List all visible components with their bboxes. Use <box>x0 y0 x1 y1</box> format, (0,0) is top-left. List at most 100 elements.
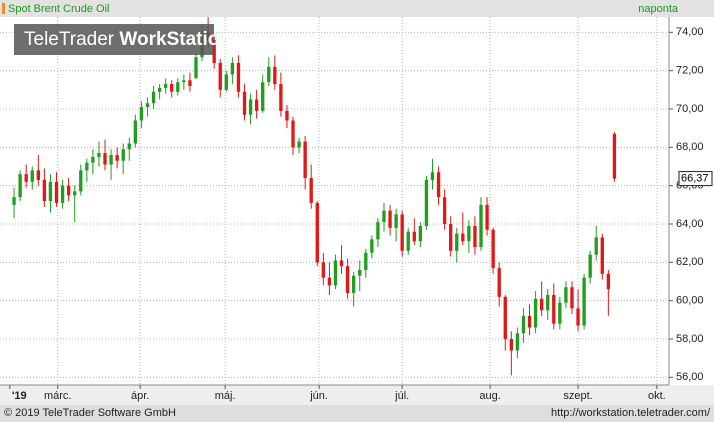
candle-body <box>315 202 319 263</box>
candle-body <box>24 174 28 182</box>
candle-body <box>267 66 271 83</box>
candle-body <box>115 155 119 161</box>
candle-body <box>18 174 22 198</box>
candle-body <box>588 254 592 278</box>
candle-body <box>527 316 532 328</box>
footer-copyright: © 2019 TeleTrader Software GmbH <box>4 407 176 419</box>
x-tick-label: júl. <box>394 390 409 402</box>
candle-body <box>412 231 416 242</box>
candle-body <box>194 57 198 79</box>
candle-body <box>400 214 404 251</box>
y-tick-label: 56,00 <box>676 371 704 383</box>
candle-body <box>442 197 447 224</box>
candle-body <box>364 252 368 270</box>
candle-body <box>303 141 307 178</box>
footer-url: http://workstation.teletrader.com/ <box>551 407 711 419</box>
candle-body <box>418 225 423 242</box>
candle-body <box>212 40 216 63</box>
candle-body <box>515 333 520 351</box>
candle-body <box>473 225 477 247</box>
y-tick-label: 62,00 <box>676 256 704 268</box>
candle-body <box>36 170 40 180</box>
candle-body <box>60 185 65 203</box>
candle-body <box>600 237 604 274</box>
y-tick-label: 74,00 <box>676 26 704 38</box>
candle-body <box>503 296 507 339</box>
candle-body <box>54 181 59 203</box>
candle-body <box>285 110 289 121</box>
y-tick-label: 70,00 <box>676 103 704 115</box>
candle-body <box>157 87 162 92</box>
candle-body <box>546 294 550 311</box>
candle-body <box>48 181 53 201</box>
x-tick-label: '19 <box>12 390 27 402</box>
candle-body <box>145 103 150 108</box>
candle-body <box>382 210 386 223</box>
candle-body <box>394 214 398 228</box>
x-tick-label: ápr. <box>131 390 149 402</box>
candle-body <box>164 84 168 88</box>
candle-body <box>85 162 89 171</box>
candle-body <box>467 225 471 242</box>
candle-body <box>273 66 277 85</box>
candle-body <box>133 120 138 144</box>
footer-bar <box>0 405 714 422</box>
candle-body <box>236 63 241 92</box>
x-axis-bar <box>0 385 714 405</box>
last-price-box <box>678 171 713 187</box>
x-tick-label: okt. <box>648 390 666 402</box>
series-marker <box>2 3 5 14</box>
candle-body <box>509 339 513 351</box>
candle-body <box>558 302 562 324</box>
candle-body <box>97 153 101 157</box>
candle-body <box>254 99 259 111</box>
candle-body <box>455 233 459 251</box>
candle-body <box>242 91 247 115</box>
y-tick-label: 60,00 <box>676 295 704 307</box>
candle-body <box>370 239 374 253</box>
candle-body <box>139 107 144 121</box>
candle-body <box>182 80 186 83</box>
candle-body <box>376 222 380 240</box>
candle-body <box>79 170 83 192</box>
candle-body <box>103 153 107 165</box>
x-tick-label: márc. <box>44 390 72 402</box>
candle-body <box>321 262 326 278</box>
x-tick-label: máj. <box>215 390 236 402</box>
candle-body <box>12 197 16 205</box>
candle-body <box>406 231 410 251</box>
x-tick-label: szept. <box>563 390 592 402</box>
candle-body <box>552 294 556 324</box>
x-tick-label: jún. <box>309 390 328 402</box>
candle-body <box>345 266 350 293</box>
candle-body <box>176 82 180 92</box>
candle-body <box>188 80 192 86</box>
candle-body <box>539 298 544 311</box>
header-bar <box>0 0 714 17</box>
candle-body <box>576 308 580 326</box>
candle-body <box>279 84 283 111</box>
candle-body <box>388 210 392 228</box>
candle-body <box>351 275 356 293</box>
watermark-part: TeleTrader <box>24 29 115 50</box>
candle-body <box>521 316 526 334</box>
candle-body <box>449 224 453 251</box>
y-tick-label: 64,00 <box>676 218 704 230</box>
candle-body <box>533 298 538 328</box>
candle-body <box>121 149 125 161</box>
candle-body <box>606 273 611 290</box>
candle-body <box>224 74 228 90</box>
candle-body <box>430 172 435 180</box>
candle-body <box>570 287 574 309</box>
candle-body <box>309 178 313 203</box>
candle-body <box>261 82 265 111</box>
candle-body <box>73 191 77 196</box>
watermark: TeleTrader WorkStation <box>24 29 231 50</box>
candle-body <box>424 179 429 226</box>
candle-body <box>66 185 71 196</box>
candle-body <box>339 260 344 267</box>
watermark-part: WorkStation <box>119 29 231 50</box>
candle-body <box>170 84 174 92</box>
